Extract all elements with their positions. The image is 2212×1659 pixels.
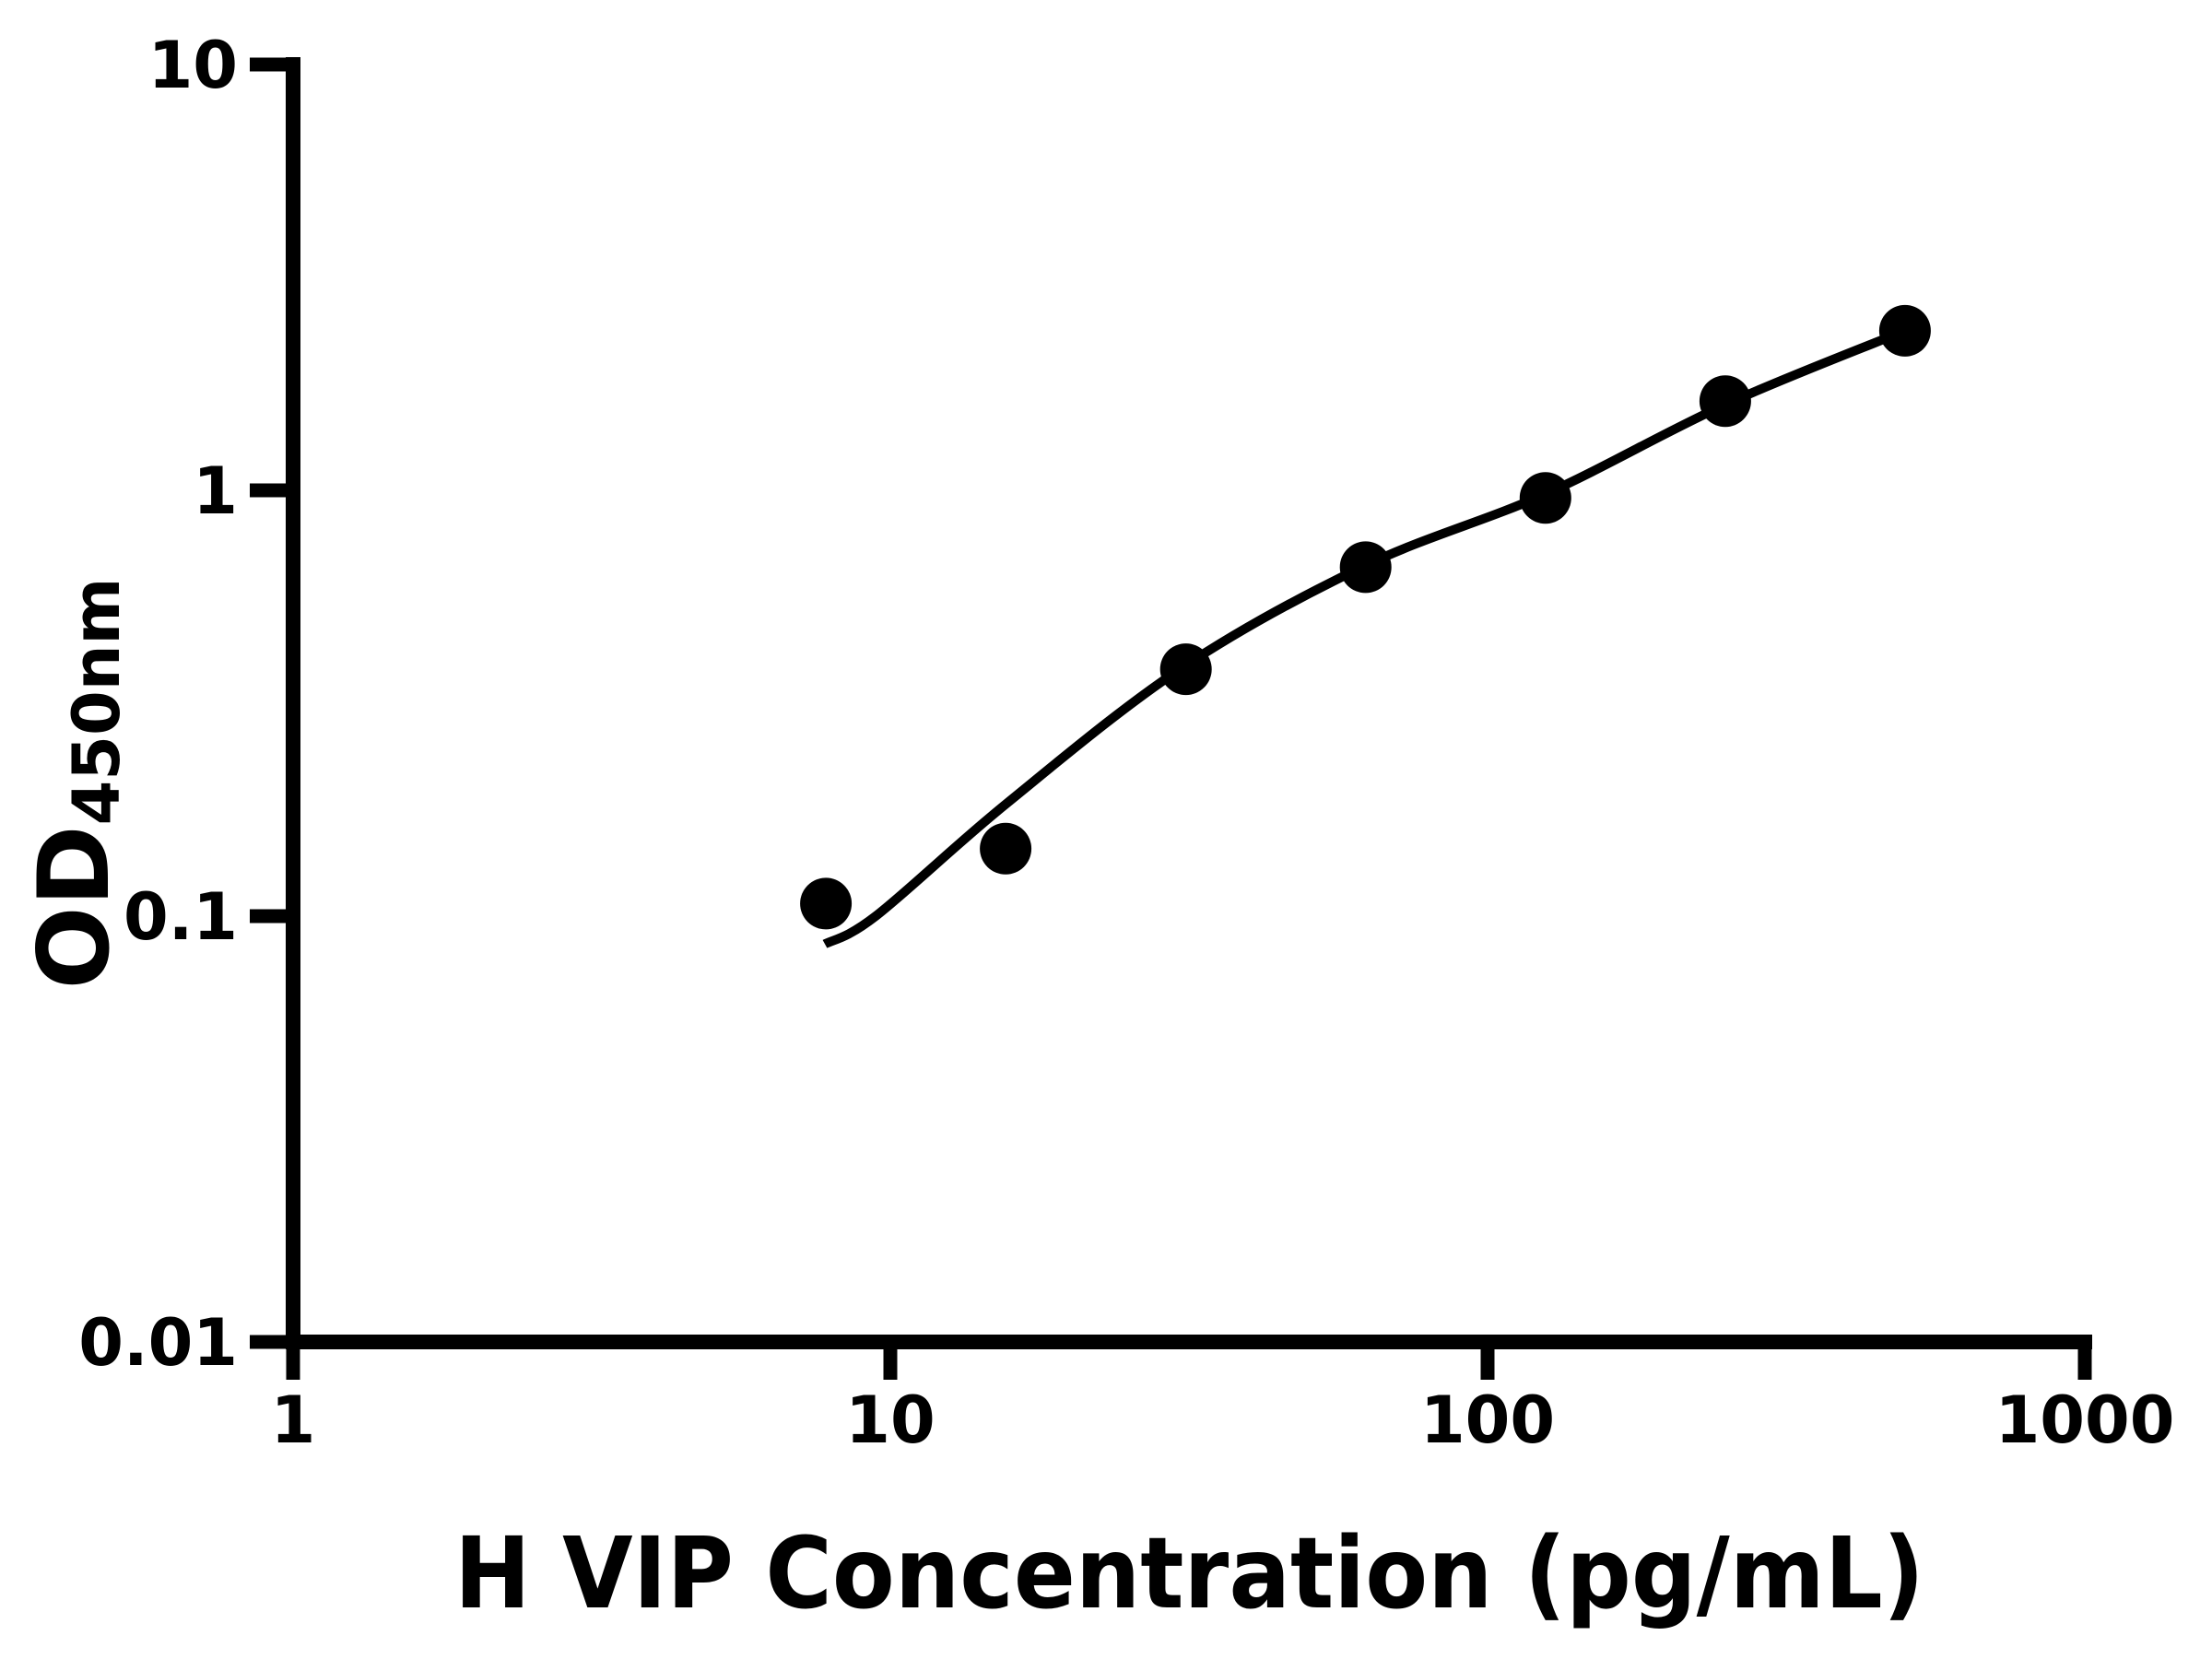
y-axis-title-main: OD bbox=[18, 825, 131, 989]
y-axis-title-sub: 450nm bbox=[59, 577, 135, 825]
y-tick-label-1: 1 bbox=[193, 453, 238, 529]
y-tick-label-10: 10 bbox=[148, 28, 238, 103]
data-point-62.5pg bbox=[1339, 541, 1392, 594]
data-point-500pg bbox=[1878, 304, 1931, 357]
axes-layer: 10 1 0.1 0.01 1 10 100 1000 bbox=[78, 28, 2174, 1458]
data-point-15.6pg bbox=[980, 822, 1032, 875]
y-axis-title: OD450nm bbox=[18, 577, 135, 989]
x-axis-title: H VIP Concentration (pg/mL) bbox=[454, 1517, 1924, 1631]
data-point-31.25pg bbox=[1159, 643, 1212, 696]
x-tick-label-1000: 1000 bbox=[1995, 1382, 2175, 1458]
x-tick-label-10: 10 bbox=[845, 1382, 935, 1458]
series-layer bbox=[800, 304, 1931, 948]
x-tick-label-100: 100 bbox=[1420, 1382, 1555, 1458]
y-tick-label-0.1: 0.1 bbox=[124, 879, 238, 955]
data-point-125pg bbox=[1519, 472, 1571, 524]
data-point-7.8pg bbox=[800, 877, 853, 930]
y-tick-label-0.01: 0.01 bbox=[78, 1305, 238, 1381]
x-tick-label-1: 1 bbox=[271, 1382, 316, 1458]
data-point-250pg bbox=[1699, 375, 1751, 428]
